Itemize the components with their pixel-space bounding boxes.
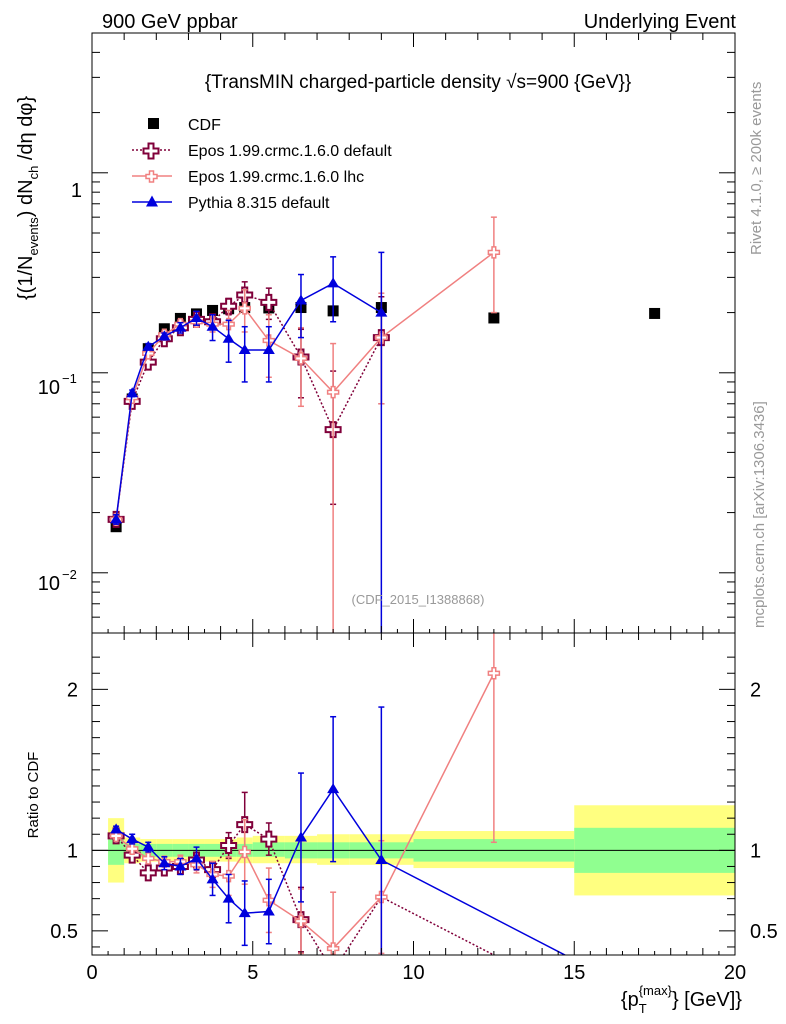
side-label-rivet: Rivet 4.1.0, ≥ 200k events xyxy=(748,82,765,255)
legend-label-cdf: CDF xyxy=(188,117,221,134)
epos-1-99-crmc-1-6-0-lhc-ratio-point xyxy=(238,845,251,859)
pythia-8-315-default-point xyxy=(158,330,171,341)
pythia-8-315-default-ratio-point xyxy=(158,857,171,868)
epos-1-99-crmc-1-6-0-default-ratio-point xyxy=(220,837,238,855)
pythia-8-315-default-point xyxy=(262,344,275,355)
pythia-8-315-default-ratio-point xyxy=(222,892,235,903)
epos-1-99-crmc-1-6-0-lhc-point xyxy=(294,352,308,365)
pythia-8-315-default-point xyxy=(375,306,388,317)
pythia-8-315-default-point xyxy=(222,332,235,343)
pythia-8-315-default-point xyxy=(142,340,155,351)
epos-1-99-crmc-1-6-0-lhc-ratio-point xyxy=(326,942,340,955)
analysis-tag: (CDF_2015_I1388868) xyxy=(352,592,485,607)
ytick-exp-0.1: −1 xyxy=(62,371,77,386)
epos-1-99-crmc-1-6-0-lhc-point xyxy=(326,385,340,399)
ytick-label-0.01: 10 xyxy=(38,573,60,595)
ratio-ytick-label-left: 0.5 xyxy=(50,921,78,943)
ratio-plot: 0 5 10 15 200.5 0.51 12 2 Ratio to CDF {pT{max}… xyxy=(25,632,778,1016)
cdf-point xyxy=(207,304,219,316)
pythia-8-315-default-ratio-point xyxy=(262,905,275,916)
x-tick-label: 15 xyxy=(563,962,585,984)
pythia-8-315-default-ratio-point xyxy=(142,841,155,852)
legend-marker-cdf xyxy=(148,118,159,129)
epos-1-99-crmc-1-6-0-lhc-ratio-point xyxy=(142,852,155,865)
legend-marker-epos-default xyxy=(142,142,160,160)
pythia-8-315-default-point xyxy=(174,321,187,332)
ratio-ytick-label-right: 1 xyxy=(750,840,761,862)
pythia-8-315-default-point xyxy=(110,513,123,524)
epos-1-99-crmc-1-6-0-lhc-point xyxy=(487,246,501,259)
ratio-plot-frame xyxy=(91,632,736,956)
legend-marker-pythia xyxy=(146,195,158,207)
legend-marker-epos-lhc xyxy=(145,170,158,183)
legend-label-epos-default: Epos 1.99.crmc.1.6.0 default xyxy=(188,143,392,160)
pythia-8-315-default-point xyxy=(206,320,219,331)
epos-1-99-crmc-1-6-0-lhc-point xyxy=(142,347,155,360)
epos-1-99-crmc-1-6-0-default-line xyxy=(115,294,383,520)
pythia-8-315-default-ratio-point xyxy=(206,873,219,884)
ytick-label-0.1: 10 xyxy=(38,377,60,399)
ratio-y-axis-label: Ratio to CDF xyxy=(25,752,42,839)
pythia-8-315-default-point xyxy=(190,311,203,322)
ytick-label-1: 1 xyxy=(71,180,82,202)
epos-1-99-crmc-1-6-0-lhc-point xyxy=(238,302,251,315)
epos-1-99-crmc-1-6-0-lhc-ratio-point xyxy=(125,842,139,855)
pythia-8-315-default-ratio-point xyxy=(294,831,307,842)
x-tick-label: 20 xyxy=(724,962,746,984)
ytick-exp-0.01: −2 xyxy=(62,567,77,582)
header-right: Underlying Event xyxy=(584,11,737,33)
pythia-8-315-default-ratio-point xyxy=(327,783,340,794)
pythia-8-315-default-point xyxy=(126,387,139,398)
epos-1-99-crmc-1-6-0-lhc-ratio-point xyxy=(294,914,308,928)
pythia-8-315-default-ratio-point xyxy=(174,860,187,871)
ratio-ytick-label-right: 0.5 xyxy=(750,921,778,943)
cdf-point xyxy=(649,307,661,319)
pythia-8-315-default-ratio-point xyxy=(110,823,123,834)
x-tick-label: 0 xyxy=(86,962,97,984)
x-tick-label: 5 xyxy=(247,962,258,984)
ratio-ytick-label-left: 2 xyxy=(67,679,78,701)
ratio-ytick-label-left: 1 xyxy=(67,840,78,862)
main-plot: {TransMIN charged-particle density √s=90… xyxy=(15,32,736,634)
legend-label-epos-lhc: Epos 1.99.crmc.1.6.0 lhc xyxy=(188,169,364,186)
legend-label-pythia: Pythia 8.315 default xyxy=(188,195,330,212)
pythia-8-315-default-ratio-line xyxy=(115,787,567,955)
epos-1-99-crmc-1-6-0-lhc-ratio-line xyxy=(115,672,495,950)
cdf-point xyxy=(488,312,500,324)
side-label-mcplots: mcplots.cern.ch [arXiv:1306.3436] xyxy=(751,401,768,628)
epos-1-99-crmc-1-6-0-default-ratio-point xyxy=(260,830,278,848)
ratio-ytick-label-right: 2 xyxy=(750,679,761,701)
main-y-axis-label: {(1/Nevents) dNch /dη dφ} xyxy=(15,96,41,300)
main-plot-title: {TransMIN charged-particle density √s=90… xyxy=(205,72,631,93)
pythia-8-315-default-ratio-point xyxy=(238,907,251,918)
legend: CDF Epos 1.99.crmc.1.6.0 default Epos 1.… xyxy=(132,117,392,212)
epos-1-99-crmc-1-6-0-default-point xyxy=(260,293,278,311)
epos-1-99-crmc-1-6-0-default-ratio-point xyxy=(139,864,157,882)
pythia-8-315-default-ratio-point xyxy=(126,833,139,844)
epos-1-99-crmc-1-6-0-lhc-ratio-point xyxy=(109,829,123,843)
pythia-8-315-default-ratio-point xyxy=(375,854,388,865)
pythia-8-315-default-ratio-point xyxy=(190,852,203,863)
epos-1-99-crmc-1-6-0-default-point xyxy=(139,353,157,371)
pythia-8-315-default-line xyxy=(115,282,382,520)
epos-1-99-crmc-1-6-0-lhc-line xyxy=(115,251,495,520)
ratio-series xyxy=(107,633,567,955)
epos-1-99-crmc-1-6-0-lhc-ratio-point xyxy=(487,667,501,680)
pythia-8-315-default-point xyxy=(327,277,340,288)
x-tick-label: 10 xyxy=(402,962,424,984)
header-left: 900 GeV ppbar xyxy=(102,11,238,33)
pythia-8-315-default-point xyxy=(238,344,251,355)
x-axis-label: {pT{max}} [GeV]} xyxy=(621,983,742,1016)
pythia-8-315-default-point xyxy=(294,294,307,305)
epos-1-99-crmc-1-6-0-default-point xyxy=(220,297,238,315)
